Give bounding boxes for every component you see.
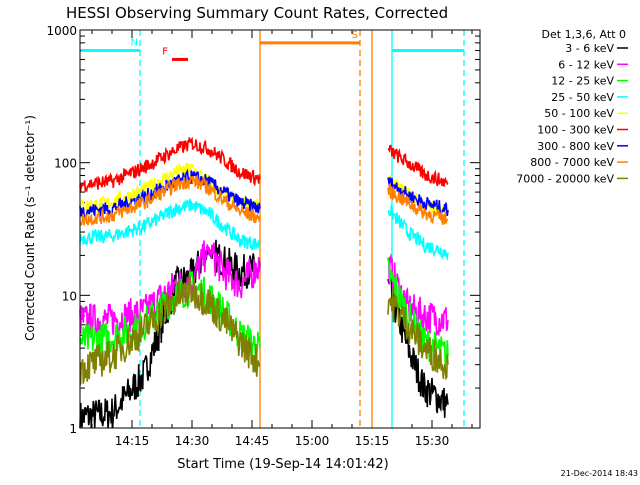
series-line bbox=[79, 175, 261, 226]
y-tick-label: 1000 bbox=[46, 24, 77, 38]
legend-item-label: 7000 - 20000 keV bbox=[516, 172, 614, 185]
legend-item-label: 800 - 7000 keV bbox=[530, 156, 614, 169]
x-tick-label: 15:15 bbox=[355, 434, 390, 448]
legend-item-label: 3 - 6 keV bbox=[565, 42, 614, 55]
legend-item-label: 100 - 300 keV bbox=[537, 124, 614, 137]
legend-item-label: 300 - 800 keV bbox=[537, 140, 614, 153]
annotation-label: F bbox=[162, 46, 168, 57]
chart-title: HESSI Observing Summary Count Rates, Cor… bbox=[66, 4, 448, 22]
x-tick-label: 15:00 bbox=[295, 434, 330, 448]
annotation-label: S bbox=[352, 30, 358, 41]
y-tick-label: 10 bbox=[62, 289, 77, 303]
series-line bbox=[387, 182, 449, 225]
series-line bbox=[387, 288, 449, 381]
series-line bbox=[79, 274, 261, 386]
x-tick-label: 14:15 bbox=[115, 434, 150, 448]
footer-timestamp: 21-Dec-2014 18:43 bbox=[561, 469, 638, 478]
x-tick-label: 14:45 bbox=[235, 434, 270, 448]
legend-item-label: 25 - 50 keV bbox=[551, 91, 614, 104]
x-axis-label: Start Time (19-Sep-14 14:01:42) bbox=[177, 457, 388, 472]
plot-area: 14:15 14:30 14:45 15:00 15:15 15:30 1 10 100 1000… bbox=[46, 24, 480, 448]
x-tick-label: 14:30 bbox=[175, 434, 210, 448]
x-tick-label: 15:30 bbox=[415, 434, 450, 448]
series-line bbox=[79, 198, 261, 251]
series-line bbox=[79, 136, 261, 193]
legend-item-label: 6 - 12 keV bbox=[558, 58, 614, 71]
series-line bbox=[387, 144, 449, 187]
y-tick-label: 100 bbox=[54, 157, 77, 171]
y-axis-label: Corrected Count Rate (s⁻¹ detector⁻¹) bbox=[23, 115, 37, 341]
legend-header: Det 1,3,6, Att 0 bbox=[542, 28, 626, 41]
series-line bbox=[387, 204, 449, 262]
legend: Det 1,3,6, Att 0 3 - 6 keV 6 - 12 keV 12 -… bbox=[516, 28, 628, 185]
legend-item-label: 12 - 25 keV bbox=[551, 75, 614, 88]
legend-item-label: 50 - 100 keV bbox=[544, 107, 614, 120]
series-line bbox=[79, 162, 261, 214]
y-tick-label: 1 bbox=[69, 422, 77, 436]
plot-frame bbox=[79, 29, 481, 429]
annotation-label: N bbox=[131, 38, 138, 49]
